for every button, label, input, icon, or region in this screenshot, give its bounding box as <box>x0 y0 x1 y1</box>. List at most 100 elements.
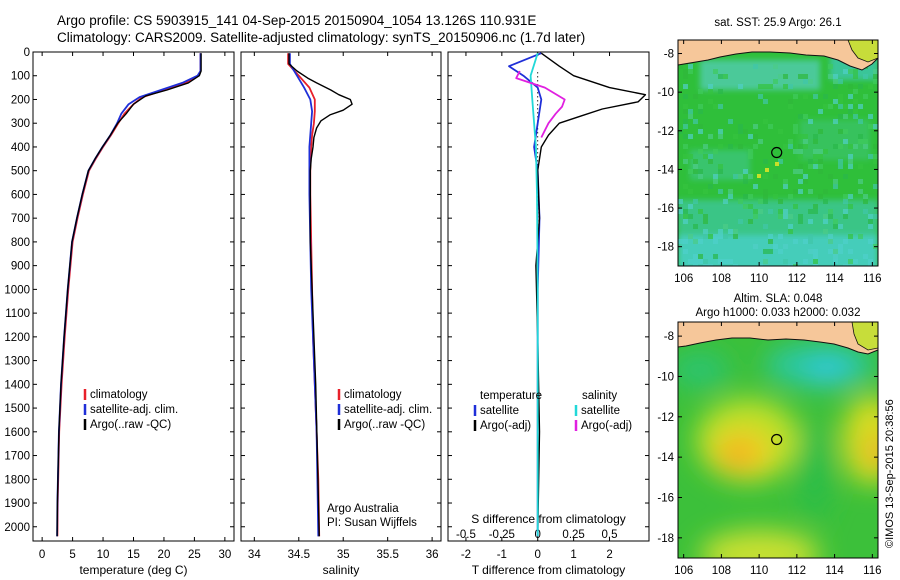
salinity-xtick-label: 35.5 <box>376 549 398 561</box>
sst-pixel <box>698 259 703 264</box>
sst-pixel <box>768 249 773 254</box>
sst-pixel <box>703 234 708 239</box>
sst-pixel <box>843 209 848 214</box>
sst-pixel <box>873 184 878 189</box>
sst-pixel <box>713 254 718 259</box>
salinity-legend-label: Argo(..raw -QC) <box>344 419 425 431</box>
sst-pixel <box>803 74 808 79</box>
sst-pixel <box>738 144 743 149</box>
sst-pixel <box>843 129 848 134</box>
sst-pixel <box>703 144 708 149</box>
sst-pixel <box>873 74 878 79</box>
sst-pixel <box>833 219 838 224</box>
temperature-xtick-label: 25 <box>188 549 201 561</box>
sst-warm-pixel <box>757 174 761 178</box>
sst-pixel <box>778 129 783 134</box>
sst-pixel <box>693 164 698 169</box>
sst-pixel <box>848 234 853 239</box>
sst-pixel <box>863 94 868 99</box>
sst-pixel <box>738 129 743 134</box>
map-xtick-label: 112 <box>788 565 806 577</box>
temperature-depth-label: 300 <box>11 118 30 130</box>
sst-pixel <box>838 249 843 254</box>
sst-map-argo-marker <box>771 146 783 159</box>
sst-pixel <box>748 134 753 139</box>
map-xtick-label: 106 <box>674 273 693 285</box>
sst-pixel <box>873 124 878 129</box>
difference-series-sal_argo <box>515 70 566 138</box>
sst-pixel <box>808 219 813 224</box>
sst-pixel <box>858 189 863 194</box>
sst-pixel <box>763 189 768 194</box>
sst-pixel <box>853 69 858 74</box>
sst-pixel <box>763 84 768 89</box>
sst-pixel <box>843 194 848 199</box>
sst-pixel <box>813 94 818 99</box>
sst-pixel <box>763 259 768 264</box>
salinity-frame <box>240 51 442 542</box>
map-ytick-label: -16 <box>657 492 674 504</box>
sst-pixel <box>718 74 723 79</box>
map-xtick-label: 108 <box>712 273 731 285</box>
sst-pixel <box>773 244 778 249</box>
sst-pixel <box>798 169 803 174</box>
sst-pixel <box>683 154 688 159</box>
sst-pixel <box>798 179 803 184</box>
sst-pixel <box>848 159 853 164</box>
sst-pixel <box>868 114 873 119</box>
difference-series-argo <box>535 52 647 537</box>
temperature-xtick-label: 20 <box>158 549 171 561</box>
sst-map-land <box>678 40 878 71</box>
sst-pixel <box>853 144 858 149</box>
sst-pixel <box>863 144 868 149</box>
sst-pixel <box>748 204 753 209</box>
salinity-annotation: Argo Australia <box>327 503 399 515</box>
difference-top-tick-label: -0.5 <box>456 529 476 541</box>
sst-pixel <box>783 184 788 189</box>
map-xtick-label: 106 <box>674 565 693 577</box>
sst-pixel <box>778 214 783 219</box>
sst-pixel <box>773 174 778 179</box>
sst-pixel <box>733 234 738 239</box>
sst-pixel <box>778 249 783 254</box>
sst-pixel <box>723 74 728 79</box>
sst-pixel <box>848 94 853 99</box>
temperature-xtick-label: 30 <box>218 549 231 561</box>
sst-pixel <box>713 149 718 154</box>
sst-pixel <box>678 129 683 134</box>
sst-pixel <box>788 214 793 219</box>
sst-pixel <box>833 84 838 89</box>
difference-xtick-label: 0 <box>535 549 541 561</box>
difference-xtick-label: 2 <box>606 549 612 561</box>
sst-pixel <box>838 104 843 109</box>
sst-pixel <box>798 189 803 194</box>
sst-pixel <box>848 154 853 159</box>
sst-pixel <box>808 189 813 194</box>
sst-pixel <box>693 199 698 204</box>
sst-pixel <box>828 209 833 214</box>
sst-pixel <box>798 134 803 139</box>
sst-pixel <box>688 69 693 74</box>
temperature-depth-label: 1700 <box>4 451 30 463</box>
sst-pixel <box>863 194 868 199</box>
sst-pixel <box>828 174 833 179</box>
map-ytick-label: -16 <box>657 203 674 215</box>
sst-pixel <box>788 84 793 89</box>
sst-pixel <box>708 134 713 139</box>
salinity-annotation: PI: Susan Wijffels <box>327 517 417 529</box>
sst-pixel <box>703 264 708 266</box>
sst-pixel <box>838 144 843 149</box>
sst-pixel <box>803 239 808 244</box>
sst-pixel <box>768 209 773 214</box>
sst-pixel <box>823 214 828 219</box>
sst-pixel <box>718 89 723 94</box>
sst-pixel <box>783 259 788 264</box>
sst-pixel <box>813 254 818 259</box>
sst-pixel <box>703 214 708 219</box>
sst-pixel <box>808 234 813 239</box>
sst-pixel <box>703 219 708 224</box>
sst-pixel <box>678 64 683 69</box>
difference-xtick-label: -1 <box>497 549 507 561</box>
difference-frame <box>447 51 650 542</box>
sst-pixel <box>723 259 728 264</box>
